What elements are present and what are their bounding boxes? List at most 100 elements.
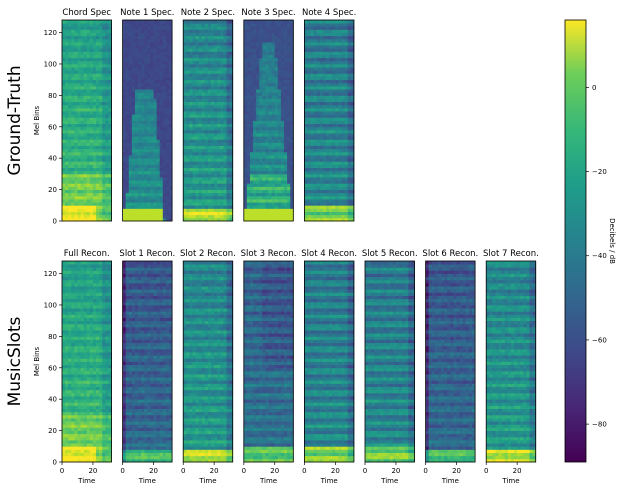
heatmap-cell — [319, 164, 324, 169]
heatmap-cell — [326, 26, 330, 30]
heatmap-cell — [268, 57, 273, 62]
heatmap-cell — [102, 177, 106, 181]
heatmap-cell — [329, 214, 333, 219]
heatmap-cell — [326, 186, 330, 190]
heatmap-cell — [280, 214, 285, 219]
heatmap-cell — [71, 145, 75, 150]
heatmap-cell — [89, 32, 94, 37]
heatmap-cell — [246, 192, 251, 197]
heatmap-cell — [313, 89, 318, 93]
heatmap-cell — [268, 170, 273, 175]
heatmap-cell — [144, 126, 148, 131]
heatmap-cell — [68, 26, 72, 30]
heatmap-cell — [150, 189, 154, 194]
heatmap-cell — [96, 155, 100, 159]
heatmap-cell — [265, 23, 269, 27]
heatmap-cell — [138, 54, 142, 59]
heatmap-cell — [134, 136, 139, 140]
heatmap-cell — [83, 202, 88, 206]
heatmap-cell — [162, 92, 167, 96]
heatmap-cell — [186, 202, 190, 206]
heatmap-cell — [307, 82, 311, 87]
heatmap-cell — [344, 148, 349, 153]
heatmap-cell — [341, 92, 346, 96]
heatmap-cell — [68, 51, 72, 55]
heatmap-cell — [122, 142, 127, 147]
heatmap-cell — [329, 26, 333, 30]
heatmap-cell — [265, 177, 269, 181]
heatmap-cell — [144, 139, 148, 143]
heatmap-cell — [326, 161, 330, 165]
heatmap-cell — [102, 164, 106, 169]
heatmap-cell — [150, 142, 154, 147]
heatmap-cell — [268, 51, 273, 55]
heatmap-cell — [92, 79, 97, 84]
heatmap-cell — [150, 63, 154, 68]
heatmap-cell — [326, 48, 330, 52]
heatmap-cell — [189, 158, 193, 162]
heatmap-cell — [77, 173, 81, 178]
heatmap-cell — [201, 189, 206, 194]
heatmap-cell — [195, 104, 200, 109]
heatmap-cell — [192, 167, 196, 172]
heatmap-cell — [125, 48, 130, 52]
heatmap-cell — [134, 177, 139, 181]
heatmap-cell — [344, 139, 349, 143]
heatmap-cell — [322, 101, 327, 106]
heatmap-cell — [162, 133, 167, 137]
heatmap-cell — [341, 23, 346, 27]
heatmap-cell — [134, 189, 139, 194]
heatmap-cell — [86, 180, 91, 184]
heatmap-cell — [253, 214, 257, 219]
heatmap-cell — [89, 164, 94, 169]
heatmap-cell — [207, 151, 212, 156]
heatmap-cell — [144, 148, 148, 153]
heatmap-cell — [226, 199, 230, 203]
heatmap-cell — [259, 183, 263, 187]
heatmap-cell — [223, 23, 227, 27]
heatmap-cell — [307, 129, 311, 134]
heatmap-cell — [62, 79, 66, 84]
heatmap-cell — [150, 129, 154, 134]
heatmap-cell — [201, 85, 206, 90]
heatmap-cell — [102, 117, 106, 121]
heatmap-cell — [165, 173, 170, 178]
heatmap-cell — [92, 195, 97, 200]
heatmap-cell — [226, 186, 230, 190]
heatmap-cell — [131, 202, 136, 206]
heatmap-cell — [332, 54, 336, 59]
heatmap-cell — [259, 199, 263, 203]
heatmap-cell — [68, 151, 72, 156]
heatmap-cell — [217, 41, 221, 46]
heatmap-cell — [322, 82, 327, 87]
heatmap-cell — [284, 145, 288, 150]
heatmap-cell — [256, 151, 260, 156]
heatmap-cell — [253, 208, 257, 212]
heatmap-cell — [169, 120, 173, 125]
heatmap-cell — [169, 158, 173, 162]
heatmap-cell — [105, 114, 109, 118]
heatmap-cell — [280, 133, 285, 137]
heatmap-cell — [274, 164, 279, 169]
heatmap-cell — [92, 70, 97, 74]
heatmap-cell — [201, 186, 206, 190]
heatmap-cell — [277, 192, 282, 197]
heatmap-cell — [195, 73, 200, 77]
heatmap-cell — [290, 51, 294, 55]
heatmap-cell — [271, 45, 276, 49]
heatmap-cell — [280, 120, 285, 125]
heatmap-cell — [280, 167, 285, 172]
heatmap-cell — [329, 199, 333, 203]
heatmap-cell — [125, 136, 130, 140]
heatmap-cell — [329, 167, 333, 172]
heatmap-cell — [80, 211, 85, 216]
heatmap-cell — [341, 136, 346, 140]
heatmap-cell — [229, 183, 234, 187]
heatmap-cell — [249, 73, 254, 77]
heatmap-cell — [105, 129, 109, 134]
heatmap-cell — [153, 82, 158, 87]
heatmap-cell — [217, 123, 221, 128]
heatmap-cell — [74, 217, 78, 222]
heatmap-cell — [108, 208, 112, 212]
heatmap-cell — [310, 136, 315, 140]
